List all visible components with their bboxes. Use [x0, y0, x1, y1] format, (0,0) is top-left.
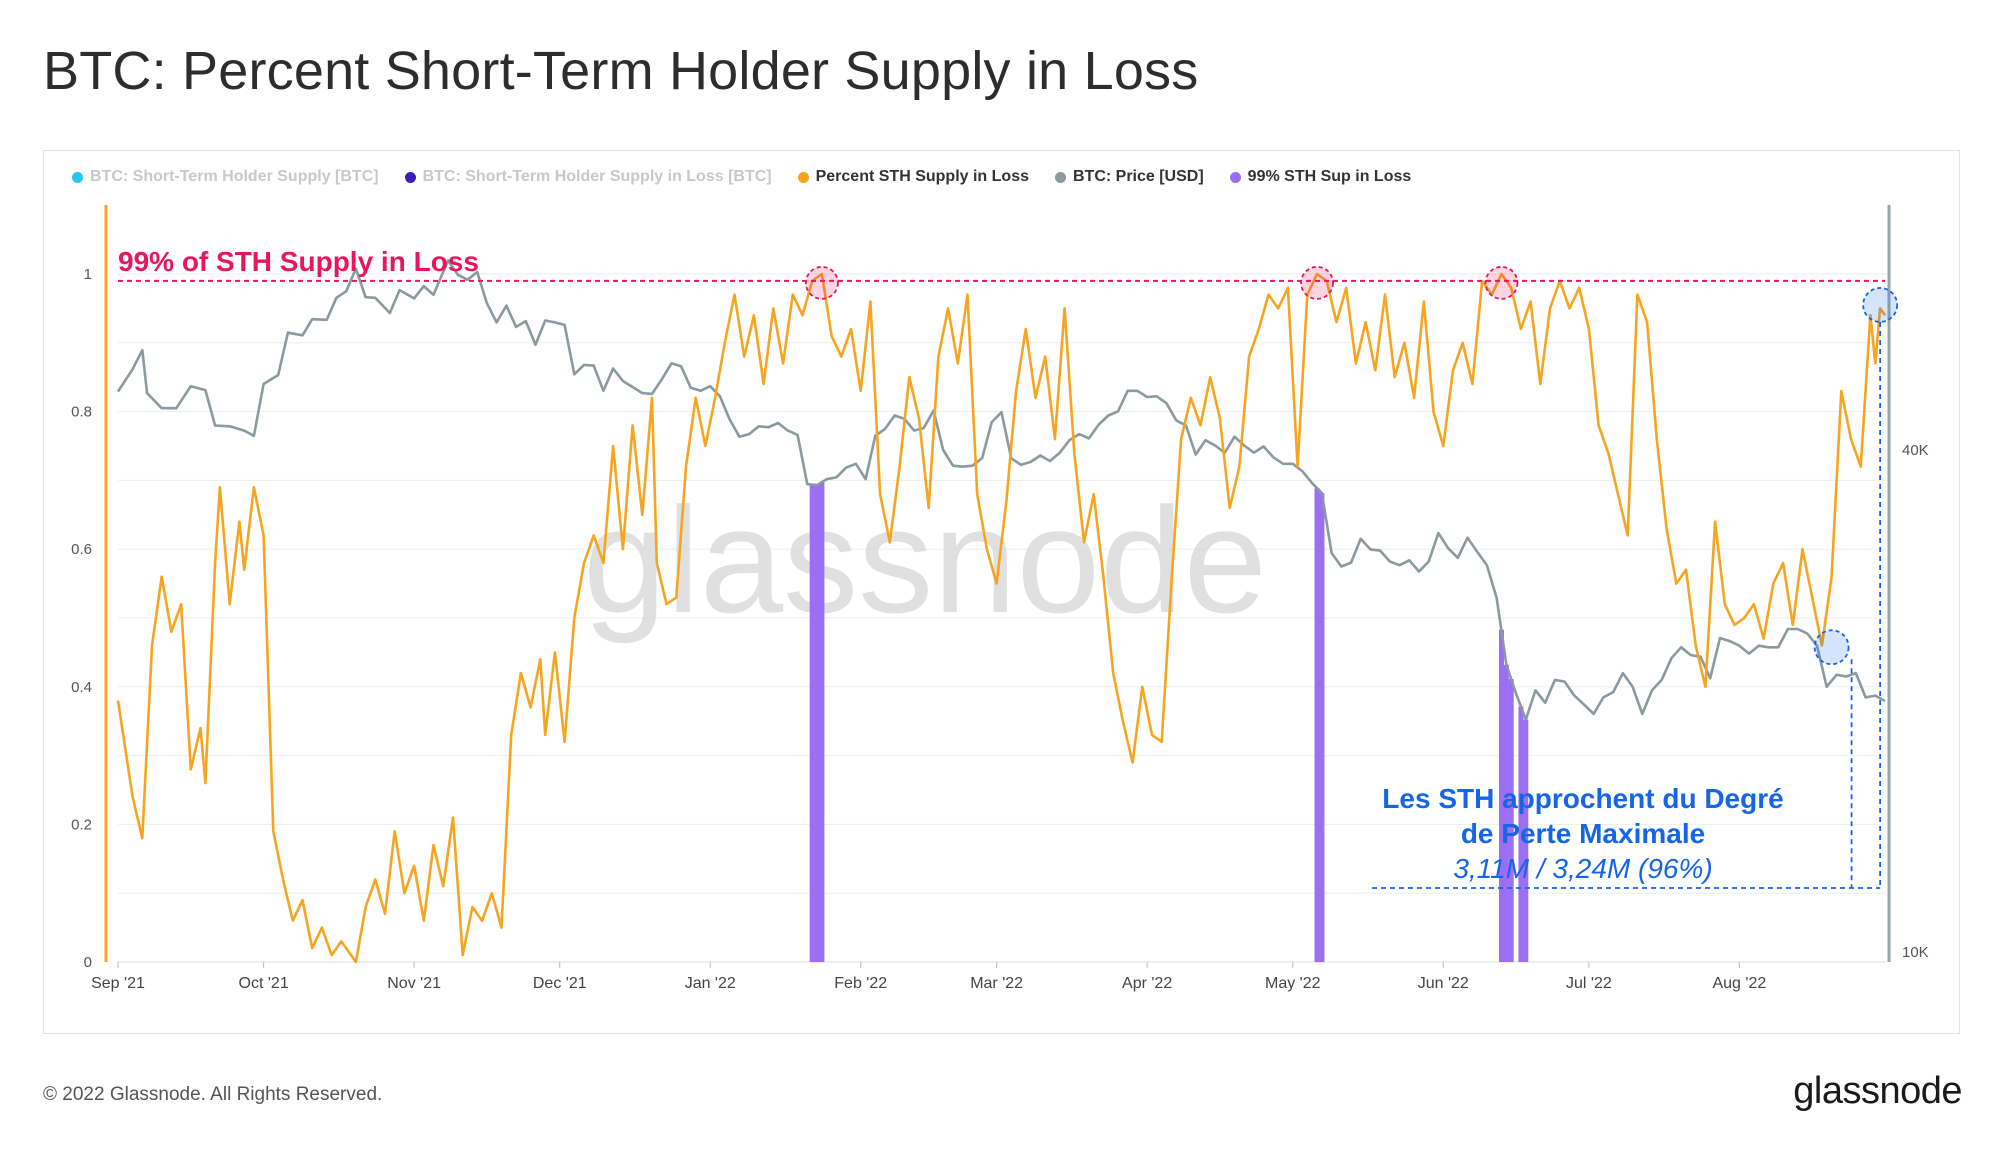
- sth-loss-bar: [1503, 664, 1509, 962]
- sth-loss-bar: [1518, 706, 1524, 962]
- threshold-touch-marker: [1300, 265, 1334, 300]
- x-tick-label: Sep '21: [91, 975, 145, 992]
- chart-panel: [43, 150, 1960, 1034]
- y-tick-label-left: 0: [84, 954, 92, 971]
- callout-text-line1: Les STH approchent du Degré: [1382, 783, 1783, 814]
- btc-price-line: [116, 259, 1886, 721]
- legend-item-sth-supply[interactable]: BTC: Short-Term Holder Supply [BTC]: [72, 168, 379, 186]
- y-tick-label-left: 1: [84, 266, 92, 283]
- sth-loss-bar: [809, 484, 815, 962]
- sth-loss-bar: [1508, 679, 1514, 962]
- threshold-label: 99% of STH Supply in Loss: [118, 246, 479, 277]
- x-tick-label: Jan '22: [685, 975, 736, 992]
- legend-item-percent-sth-loss[interactable]: Percent STH Supply in Loss: [797, 168, 1029, 186]
- sth-loss-bar: [1523, 719, 1529, 962]
- legend-item-btc-price[interactable]: BTC: Price [USD]: [1054, 168, 1204, 186]
- legend: BTC: Short-Term Holder Supply [BTC] BTC:…: [72, 168, 1411, 186]
- y-tick-label-left: 0.6: [71, 541, 92, 558]
- footer-copyright: © 2022 Glassnode. All Rights Reserved.: [43, 1084, 383, 1105]
- sth-loss-bar: [819, 482, 825, 962]
- callout-marker-percent: [1862, 287, 1899, 323]
- legend-label: BTC: Short-Term Holder Supply in Loss [B…: [422, 168, 772, 185]
- y-tick-label-left: 0.2: [71, 816, 92, 833]
- glassnode-logo: glassnode: [1793, 1070, 1962, 1112]
- page-title: BTC: Percent Short-Term Holder Supply in…: [43, 41, 1199, 101]
- legend-dot-icon: [72, 171, 83, 183]
- legend-dot-icon: [404, 171, 416, 183]
- x-tick-label: Nov '21: [387, 975, 441, 992]
- sth-loss-bar: [1499, 629, 1505, 962]
- threshold-touch-marker: [804, 265, 839, 300]
- callout-text-line2: de Perte Maximale: [1461, 818, 1705, 849]
- x-tick-label: May '22: [1265, 975, 1321, 992]
- x-tick-label: Mar '22: [970, 975, 1023, 992]
- x-tick-label: Jul '22: [1566, 975, 1612, 992]
- callout-marker-price: [1813, 629, 1850, 666]
- sth-loss-bar: [1319, 493, 1325, 962]
- x-tick-label: Jun '22: [1418, 975, 1469, 992]
- legend-dot-icon: [1054, 171, 1066, 183]
- sth-loss-bar: [814, 485, 820, 962]
- legend-dot-icon: [797, 171, 809, 183]
- y-tick-label-right: 10K: [1902, 944, 1929, 961]
- legend-item-99-sth-loss[interactable]: 99% STH Sup in Loss: [1229, 168, 1412, 186]
- legend-dot-icon: [1229, 171, 1241, 183]
- watermark: glassnode: [583, 476, 1267, 644]
- x-tick-label: Oct '21: [239, 975, 289, 992]
- legend-label: 99% STH Sup in Loss: [1247, 168, 1412, 185]
- legend-item-sth-supply-in-loss[interactable]: BTC: Short-Term Holder Supply in Loss [B…: [404, 168, 772, 186]
- x-tick-label: Apr '22: [1122, 975, 1172, 992]
- x-tick-label: Aug '22: [1712, 975, 1766, 992]
- legend-label: BTC: Price [USD]: [1072, 168, 1204, 185]
- legend-label: BTC: Short-Term Holder Supply [BTC]: [90, 168, 379, 185]
- x-tick-label: Dec '21: [533, 975, 587, 992]
- y-tick-label-right: 40K: [1902, 442, 1929, 459]
- legend-label: Percent STH Supply in Loss: [815, 168, 1029, 185]
- callout-text-line3: 3,11M / 3,24M (96%): [1453, 853, 1712, 884]
- sth-loss-bar: [1314, 488, 1320, 962]
- percent-sth-loss-line: [116, 272, 1887, 964]
- y-tick-label-left: 0.8: [71, 404, 92, 421]
- x-tick-label: Feb '22: [834, 975, 887, 992]
- y-tick-label-left: 0.4: [71, 679, 92, 696]
- threshold-touch-marker: [1484, 265, 1519, 300]
